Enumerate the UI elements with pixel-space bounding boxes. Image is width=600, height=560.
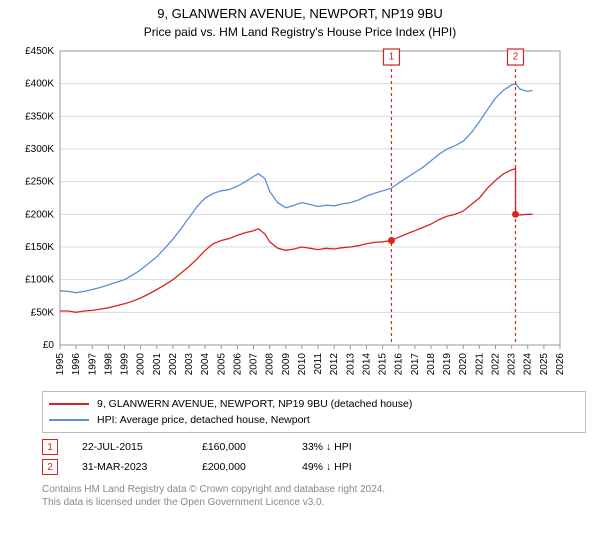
legend-label: HPI: Average price, detached house, Newp… — [97, 414, 310, 426]
x-tick-label: 2021 — [474, 353, 485, 376]
sale-marker-num: 1 — [389, 52, 395, 63]
x-tick-label: 2006 — [232, 353, 243, 376]
sale-num-box: 1 — [42, 439, 58, 455]
footnote-line: Contains HM Land Registry data © Crown c… — [42, 483, 586, 496]
y-tick-label: £150K — [25, 242, 54, 253]
x-tick-label: 1995 — [55, 353, 66, 376]
sale-date: 22-JUL-2015 — [82, 441, 202, 453]
y-tick-label: £50K — [31, 307, 55, 318]
sale-marker-dot — [388, 237, 395, 244]
sale-date: 31-MAR-2023 — [82, 461, 202, 473]
sale-row: 1 22-JUL-2015£160,00033% ↓ HPI — [42, 437, 586, 457]
arrow-down-icon: ↓ — [326, 461, 331, 473]
x-tick-label: 2005 — [216, 353, 227, 376]
y-tick-label: £350K — [25, 111, 54, 122]
legend: 9, GLANWERN AVENUE, NEWPORT, NP19 9BU (d… — [42, 391, 586, 433]
chart-subtitle: Price paid vs. HM Land Registry's House … — [0, 21, 600, 45]
legend-row: 9, GLANWERN AVENUE, NEWPORT, NP19 9BU (d… — [49, 396, 579, 412]
x-tick-label: 2000 — [136, 353, 147, 376]
legend-swatch — [49, 403, 89, 405]
x-tick-label: 2007 — [249, 353, 260, 376]
sale-price: £160,000 — [202, 441, 302, 453]
x-tick-label: 2012 — [329, 353, 340, 376]
x-tick-label: 1998 — [103, 353, 114, 376]
x-tick-label: 2025 — [539, 353, 550, 376]
x-tick-label: 2009 — [281, 353, 292, 376]
x-tick-label: 2014 — [361, 353, 372, 376]
series-hpi — [60, 84, 533, 293]
line-chart-svg: £0 £50K £100K £150K £200K £250K £300K £350K £400… — [12, 45, 572, 385]
sale-num-box: 2 — [42, 459, 58, 475]
sale-marker-num: 2 — [513, 52, 519, 63]
sale-diff: 33% ↓ HPI — [302, 441, 382, 453]
x-tick-label: 1997 — [87, 353, 98, 376]
x-tick-label: 2018 — [426, 353, 437, 376]
x-tick-label: 2026 — [555, 353, 566, 376]
footnote-line: This data is licensed under the Open Gov… — [42, 496, 586, 509]
x-tick-label: 2016 — [394, 353, 405, 376]
sale-marker-dot — [512, 211, 519, 218]
x-tick-label: 2010 — [297, 353, 308, 376]
chart-area: £0 £50K £100K £150K £200K £250K £300K £350K £400… — [12, 45, 588, 385]
x-tick-label: 2008 — [265, 353, 276, 376]
x-tick-label: 2023 — [507, 353, 518, 376]
x-tick-label: 2004 — [200, 353, 211, 376]
series-property — [60, 169, 533, 313]
y-tick-label: £450K — [25, 46, 54, 57]
sales-table: 1 22-JUL-2015£160,00033% ↓ HPI 2 31-MAR-202… — [42, 437, 586, 477]
x-tick-label: 1996 — [71, 353, 82, 376]
x-tick-label: 2017 — [410, 353, 421, 376]
x-tick-label: 2022 — [490, 353, 501, 376]
x-tick-label: 2003 — [184, 353, 195, 376]
y-tick-label: £400K — [25, 79, 54, 90]
legend-swatch — [49, 419, 89, 421]
x-tick-label: 2020 — [458, 353, 469, 376]
x-tick-label: 2011 — [313, 353, 324, 375]
x-tick-label: 2013 — [345, 353, 356, 376]
chart-title: 9, GLANWERN AVENUE, NEWPORT, NP19 9BU — [0, 0, 600, 21]
sale-price: £200,000 — [202, 461, 302, 473]
x-tick-label: 2015 — [378, 353, 389, 376]
x-tick-label: 2002 — [168, 353, 179, 376]
legend-row: HPI: Average price, detached house, Newp… — [49, 412, 579, 428]
y-tick-label: £300K — [25, 144, 54, 155]
arrow-down-icon: ↓ — [326, 441, 331, 453]
footnote: Contains HM Land Registry data © Crown c… — [42, 483, 586, 509]
sale-row: 2 31-MAR-2023£200,00049% ↓ HPI — [42, 457, 586, 477]
y-tick-label: £0 — [43, 340, 55, 351]
y-tick-label: £100K — [25, 275, 54, 286]
legend-label: 9, GLANWERN AVENUE, NEWPORT, NP19 9BU (d… — [97, 398, 412, 410]
x-tick-label: 1999 — [120, 353, 131, 376]
x-tick-label: 2001 — [152, 353, 163, 376]
y-tick-label: £250K — [25, 177, 54, 188]
x-tick-label: 2019 — [442, 353, 453, 376]
page: 9, GLANWERN AVENUE, NEWPORT, NP19 9BU Pr… — [0, 0, 600, 560]
y-tick-label: £200K — [25, 209, 54, 220]
x-tick-label: 2024 — [523, 353, 534, 376]
sale-diff: 49% ↓ HPI — [302, 461, 382, 473]
